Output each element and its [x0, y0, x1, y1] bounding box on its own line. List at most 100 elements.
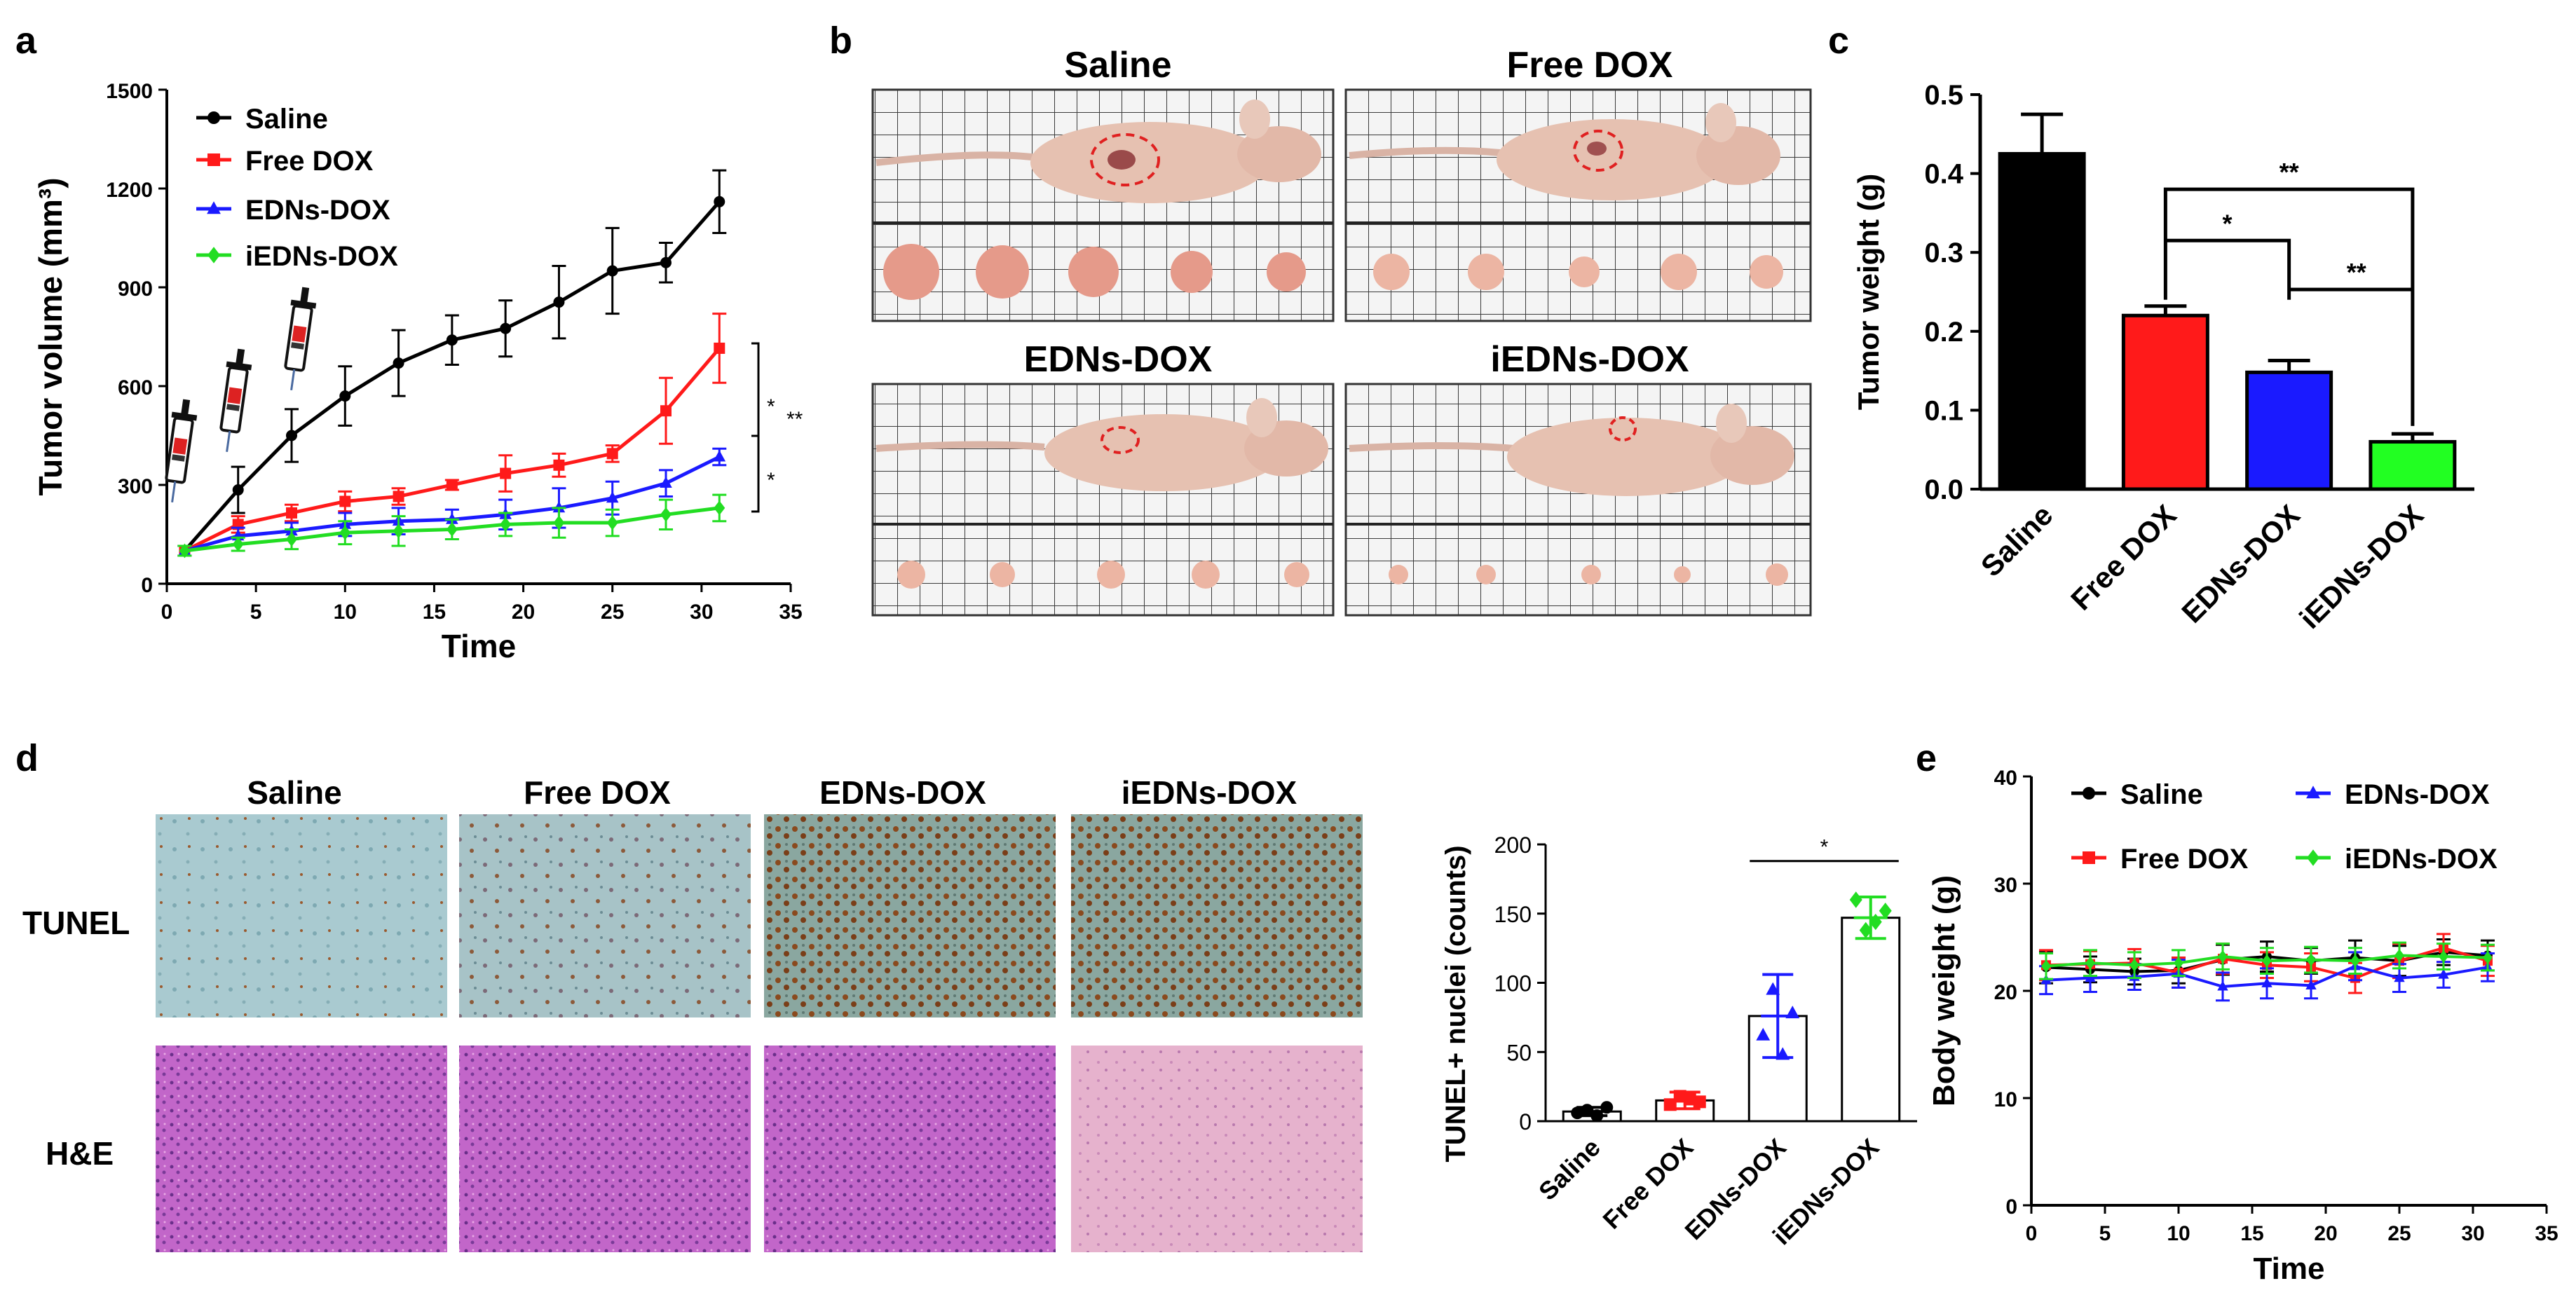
x-tick-label: 20 [2314, 1222, 2337, 1245]
significance-label: * [767, 395, 775, 418]
data-point [232, 484, 244, 496]
x-tick-label: 20 [512, 601, 535, 624]
legend-swatch-marker [207, 247, 220, 263]
legend-label: Saline [245, 104, 328, 135]
x-tick-label: 5 [2099, 1222, 2111, 1245]
data-point [1571, 1106, 1584, 1120]
data-point [2306, 953, 2316, 966]
data-point [500, 517, 512, 532]
he-image-iedns-dox [1071, 1046, 1363, 1252]
tumor-weight-significance: ***** [2163, 158, 2415, 426]
y-axis-title: Tumor volume (mm³) [32, 177, 69, 495]
significance-label: * [2222, 209, 2232, 238]
data-point [1590, 1109, 1604, 1123]
injection-syringe-icon [219, 348, 252, 453]
tunel-image-saline [156, 814, 447, 1017]
tunel-count-bars [1562, 891, 1901, 1123]
legend-item: Saline [196, 104, 328, 135]
y-tick-label: 900 [118, 277, 153, 301]
legend-item: Free DOX [196, 146, 374, 177]
x-tick-label: 25 [601, 601, 624, 624]
tunel-image-edns-dox [764, 814, 1056, 1017]
tumor-volume-significance: **** [751, 342, 803, 513]
data-point [2129, 959, 2139, 972]
data-point [446, 522, 458, 537]
x-tick-label: 10 [334, 601, 357, 624]
data-point [2439, 950, 2448, 964]
legend-item: EDNs-DOX [196, 195, 390, 226]
data-point [1663, 1098, 1677, 1111]
x-tick-label: 0 [2026, 1222, 2038, 1245]
data-point [553, 459, 565, 471]
significance-label: ** [2279, 158, 2299, 186]
mouse-photo-edns-dox [871, 383, 1335, 617]
data-point [714, 342, 725, 354]
legend-label: iEDNs-DOX [2345, 844, 2497, 875]
legend-swatch-marker [2307, 849, 2319, 866]
data-point [1849, 891, 1862, 908]
y-tick-label: 0.3 [1924, 238, 1963, 268]
legend-swatch-marker [207, 111, 220, 124]
legend-label: Free DOX [2120, 844, 2249, 875]
data-point [446, 512, 458, 524]
data-point [393, 357, 404, 369]
legend-label: iEDNs-DOX [245, 241, 398, 272]
bar-iedns-dox [1841, 917, 1901, 1123]
tumor-volume-axes: 0 300 600 900 1200 1500 0 5 10 15 20 25 30 35 Time Tumo… [32, 80, 803, 664]
y-tick-label: 0.1 [1924, 395, 1963, 426]
data-point [553, 296, 565, 308]
x-tick-label: 5 [250, 601, 262, 624]
legend-swatch-marker [2083, 851, 2095, 864]
significance-label: ** [2347, 258, 2366, 287]
histology-column-iedns-dox: iEDNs-DOX [1122, 774, 1297, 811]
panel-label-a: a [15, 20, 37, 62]
data-point [286, 532, 297, 547]
significance-label: * [1820, 836, 1829, 859]
data-point [446, 479, 458, 491]
legend-swatch-marker [207, 153, 220, 166]
data-point [339, 495, 351, 507]
legend-label: Free DOX [245, 146, 374, 177]
x-tick-label: 30 [690, 601, 713, 624]
significance-bracket [2165, 238, 2291, 300]
y-tick-label: 50 [1506, 1040, 1532, 1065]
injection-syringe-icon [284, 287, 317, 391]
legend-swatch-marker [2083, 787, 2095, 800]
y-tick-label: 0 [141, 574, 153, 597]
data-point [2438, 968, 2449, 979]
x-tick-label: Free DOX [1597, 1133, 1698, 1235]
body-weight-legend: Saline Free DOX EDNs-DOX iEDNs-DOX [2071, 779, 2497, 875]
photo-title-free-dox: Free DOX [1507, 45, 1673, 85]
injection-syringe-icon [165, 399, 198, 503]
panel-label-c: c [1828, 20, 1849, 62]
tumor-weight-chart: 0.0 0.1 0.2 0.3 0.4 0.5 Tumor weight (g) Saline… [1852, 80, 2474, 635]
y-tick-label: 30 [1994, 874, 2017, 897]
he-image-free-dox [459, 1046, 751, 1252]
y-axis-title: Tumor weight (g) [1852, 174, 1885, 411]
histology-column-saline: Saline [247, 774, 342, 811]
data-point [500, 467, 512, 479]
y-tick-label: 0.4 [1924, 159, 1963, 190]
panel-label-e: e [1916, 737, 1937, 779]
data-point [1673, 1090, 1686, 1103]
data-point [339, 390, 351, 402]
panel-label-d: d [15, 737, 39, 779]
data-point [553, 515, 565, 530]
y-tick-label: 0 [1519, 1109, 1532, 1135]
x-tick-label: 0 [161, 601, 173, 624]
data-point [2217, 980, 2228, 991]
bar-saline [1998, 151, 2086, 491]
data-point [232, 537, 244, 551]
data-point [1869, 913, 1882, 931]
y-tick-label: 1200 [106, 179, 153, 202]
data-point [1879, 903, 1892, 919]
significance-bracket [2163, 187, 2415, 426]
x-axis-title: Time [442, 628, 517, 664]
series-saline [177, 169, 727, 557]
series-iedns-dox [177, 493, 727, 558]
data-point [2483, 951, 2493, 964]
data-point [1859, 921, 1872, 939]
bar-iedns-dox [2369, 439, 2457, 491]
photo-title-edns-dox: EDNs-DOX [1024, 339, 1213, 380]
significance-bracket [751, 342, 760, 513]
